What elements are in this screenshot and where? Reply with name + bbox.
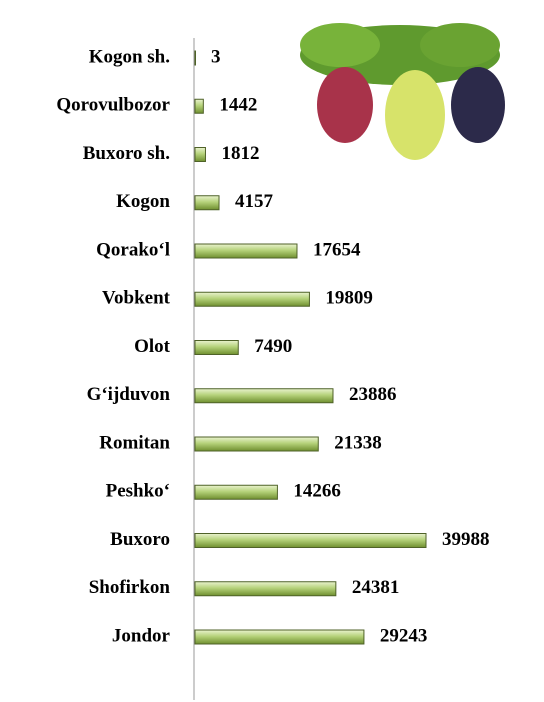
value-label: 1442 — [219, 95, 257, 116]
bar — [195, 389, 333, 403]
category-label: Romitan — [99, 432, 170, 453]
bar — [195, 51, 196, 65]
value-label: 7490 — [254, 336, 292, 357]
value-label: 23886 — [349, 384, 397, 405]
bar — [195, 485, 277, 499]
value-label: 17654 — [313, 239, 361, 260]
bar — [195, 244, 297, 258]
category-label: Buxoro sh. — [83, 143, 170, 164]
value-label: 29243 — [380, 625, 428, 646]
category-label: Kogon sh. — [89, 46, 170, 67]
value-label: 19809 — [325, 288, 373, 309]
value-label: 1812 — [221, 143, 259, 164]
bar — [195, 437, 318, 451]
category-label: Kogon — [116, 191, 170, 212]
bar — [195, 582, 336, 596]
chart: Kogon sh. 3 Qorovulbozor 1442 Buxoro sh. 1812… — [0, 0, 544, 702]
category-label: Qorako‘l — [96, 239, 170, 260]
grapes-illustration — [300, 23, 505, 160]
value-label: 21338 — [334, 432, 382, 453]
category-label: Vobkent — [102, 288, 171, 309]
bar — [195, 99, 203, 113]
bar — [195, 196, 219, 210]
category-label: G‘ijduvon — [87, 384, 171, 405]
bar — [195, 534, 426, 548]
value-label: 4157 — [235, 191, 274, 212]
value-label: 39988 — [442, 529, 490, 550]
category-label: Buxoro — [110, 529, 170, 550]
category-label: Olot — [134, 336, 171, 357]
value-label: 3 — [211, 46, 221, 67]
category-label: Qorovulbozor — [56, 95, 170, 116]
bar — [195, 148, 205, 162]
value-label: 14266 — [293, 481, 341, 502]
category-label: Jondor — [112, 625, 171, 646]
bar — [195, 292, 309, 306]
bar — [195, 341, 238, 355]
category-label: Peshko‘ — [106, 481, 170, 502]
value-label: 24381 — [352, 577, 400, 598]
bar — [195, 630, 364, 644]
category-label: Shofirkon — [89, 577, 171, 598]
